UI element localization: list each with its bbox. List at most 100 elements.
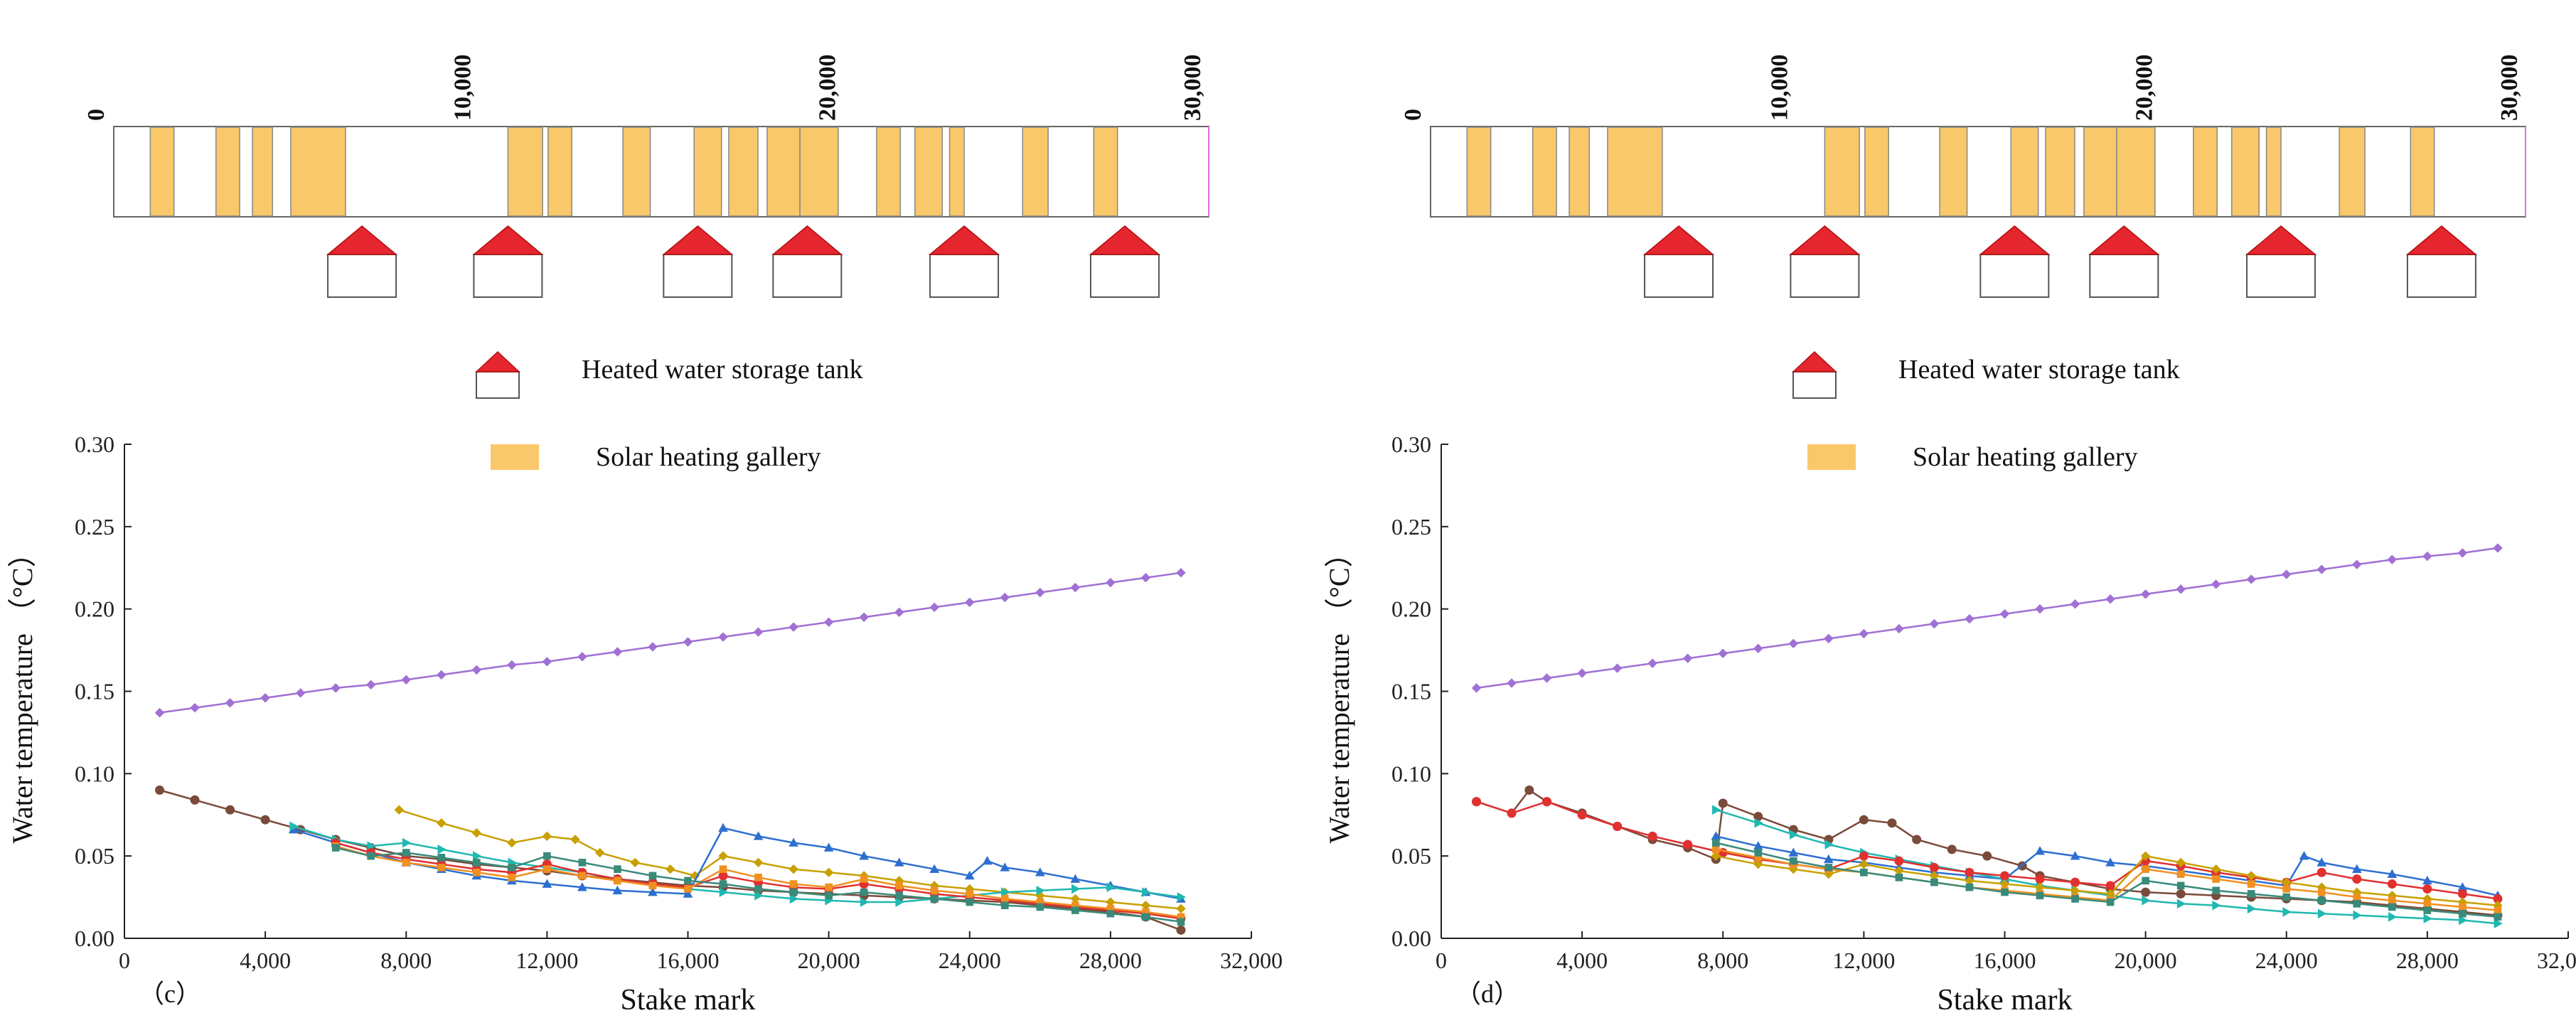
data-point: [630, 857, 640, 868]
x-tick-label: 32,000: [2537, 948, 2576, 973]
data-point: [471, 665, 482, 675]
data-point: [508, 864, 516, 872]
data-point: [2106, 898, 2115, 906]
data-point: [402, 837, 412, 848]
panel-d: 0 10,000 20,000 30,000 Heated water storage …: [1323, 55, 2576, 1017]
data-point: [2105, 857, 2115, 867]
gallery-segment: [914, 127, 944, 217]
data-point: [1718, 798, 1728, 808]
legend-gallery-swatch: [491, 444, 539, 470]
data-point: [1177, 918, 1185, 926]
panel-label: （c）: [139, 980, 201, 1008]
data-point: [1071, 884, 1081, 894]
gallery-segment: [2083, 127, 2117, 217]
tank-box: [1790, 254, 1860, 298]
data-point: [1790, 830, 1799, 840]
data-point: [155, 785, 165, 795]
data-point: [1754, 849, 1763, 857]
data-point: [666, 864, 675, 874]
data-point: [930, 895, 939, 903]
data-point: [1711, 851, 1721, 861]
data-point: [2353, 900, 2361, 908]
data-point: [1542, 797, 1552, 807]
data-point: [2105, 881, 2115, 891]
data-point: [1106, 882, 1116, 893]
data-point: [1106, 577, 1116, 588]
data-point: [1000, 901, 1009, 909]
data-point: [1142, 913, 1150, 921]
data-point: [1577, 810, 1587, 820]
data-point: [578, 859, 587, 867]
data-point: [1176, 567, 1186, 578]
data-point: [2316, 564, 2326, 574]
series-brown: [1472, 785, 2503, 921]
data-point: [2457, 548, 2468, 558]
data-point: [437, 854, 446, 862]
tank-icon: [2245, 225, 2317, 298]
data-point: [2142, 895, 2151, 906]
x-axis-label: Stake mark: [620, 984, 755, 1017]
data-point: [859, 851, 870, 860]
tank-roof: [475, 350, 520, 372]
data-point: [473, 869, 481, 876]
data-point: [860, 897, 870, 907]
data-point: [1507, 678, 1517, 688]
data-point: [2035, 846, 2045, 855]
data-point: [1070, 874, 1081, 883]
y-tick-label: 0.30: [75, 431, 114, 457]
series-olive: [1711, 851, 2503, 911]
data-point: [2140, 851, 2151, 861]
data-point: [2036, 891, 2044, 900]
x-tick-label: 32,000: [1220, 948, 1283, 973]
data-point: [683, 637, 693, 647]
data-point: [2387, 869, 2398, 878]
data-point: [648, 872, 657, 880]
data-point: [437, 818, 447, 828]
data-point: [895, 897, 904, 907]
data-point: [789, 622, 798, 632]
data-point: [2317, 896, 2326, 905]
x-tick-label: 28,000: [2396, 948, 2459, 973]
data-point: [2246, 871, 2256, 881]
y-tick-label: 0.10: [75, 761, 114, 786]
x-tick-label: 28,000: [1079, 948, 1142, 973]
series-dark-teal: [331, 844, 1185, 926]
data-point: [2140, 589, 2151, 599]
layout-tick-label: 0: [1400, 109, 1426, 121]
y-tick-label: 0.15: [75, 679, 114, 704]
tank-roof: [928, 225, 1000, 255]
data-point: [789, 837, 798, 847]
data-point: [2494, 906, 2502, 914]
data-point: [929, 602, 939, 613]
data-point: [895, 881, 903, 890]
series-brown: [155, 785, 1186, 935]
data-point: [2317, 908, 2327, 919]
data-point: [1929, 862, 1939, 872]
data-point: [1524, 785, 1534, 795]
x-tick-label: 8,000: [1697, 948, 1748, 973]
data-point: [2035, 604, 2045, 614]
data-point: [612, 885, 623, 895]
legend-tank-icon: [475, 350, 520, 399]
tank-roof: [1979, 225, 2051, 255]
data-point: [2246, 574, 2256, 584]
data-point: [718, 851, 728, 861]
data-point: [2387, 554, 2398, 564]
data-point: [542, 879, 552, 888]
data-point: [1860, 869, 1868, 876]
data-point: [2423, 900, 2432, 908]
legend-gallery-label: Solar heating gallery: [1913, 442, 2138, 472]
data-point: [1912, 835, 1922, 844]
data-point: [1647, 658, 1657, 668]
data-point: [966, 890, 974, 898]
x-tick-label: 24,000: [939, 948, 1001, 973]
legend-tank-label: Heated water storage tank: [1898, 355, 2180, 385]
data-point: [1683, 840, 1693, 849]
data-point: [154, 707, 165, 718]
layout-tick-label: 10,000: [1766, 55, 1792, 122]
layout-strip: 0 10,000 20,000 30,000: [83, 55, 1209, 298]
tank-box: [663, 254, 733, 298]
data-point: [859, 612, 869, 622]
data-point: [2494, 913, 2502, 921]
